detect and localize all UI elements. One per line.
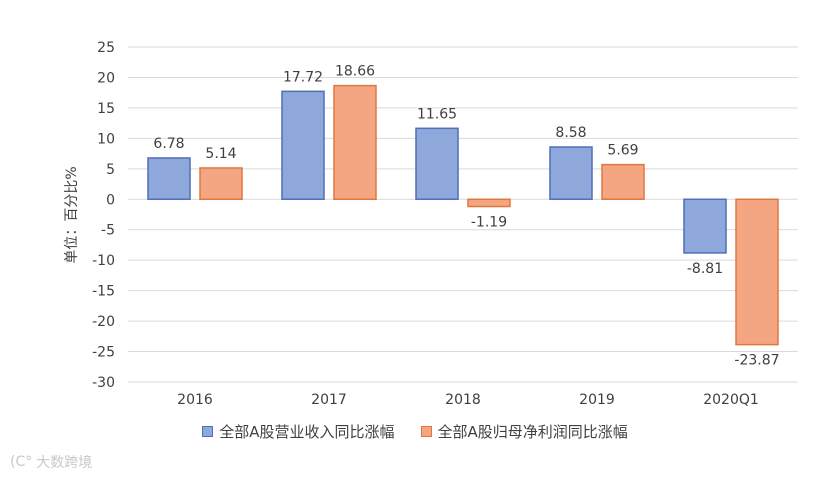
- data-label: 6.78: [153, 136, 184, 152]
- bar-series1-2020Q1[interactable]: [735, 198, 779, 346]
- bars: [147, 84, 779, 346]
- y-tick-label: 20: [97, 70, 115, 86]
- watermark: (C° 大数跨境: [10, 452, 92, 472]
- watermark-logo-icon: (C°: [10, 454, 33, 470]
- x-tick-label: 2019: [579, 392, 615, 408]
- data-label: 8.58: [555, 125, 586, 141]
- y-axis-ticks: 25 20 15 10 5 0 -5 -10 -15 -20 -25 -30: [92, 40, 115, 391]
- data-label: 11.65: [417, 106, 457, 122]
- legend-label-net-profit: 全部A股归母净利润同比涨幅: [437, 423, 628, 441]
- bar-series0-2019[interactable]: [549, 146, 593, 201]
- x-tick-label: 2016: [177, 392, 213, 408]
- x-tick-label: 2018: [445, 392, 481, 408]
- legend-label-revenue: 全部A股营业收入同比涨幅: [219, 423, 395, 441]
- data-label: -1.19: [471, 215, 507, 231]
- data-label: 5.69: [607, 143, 638, 159]
- y-tick-label: -25: [92, 345, 115, 361]
- bar-series1-2018[interactable]: [467, 198, 511, 208]
- y-tick-label: 25: [97, 40, 115, 56]
- bar-series0-2017[interactable]: [281, 90, 325, 201]
- y-axis-label: 单位：百分比%: [64, 166, 80, 263]
- legend-swatch-revenue: [202, 426, 214, 437]
- data-label: 18.66: [335, 64, 375, 80]
- watermark-text: 大数跨境: [36, 455, 93, 471]
- data-label: 5.14: [205, 146, 236, 162]
- y-tick-label: -20: [92, 314, 115, 330]
- y-tick-label: -30: [92, 375, 115, 391]
- data-label: -23.87: [734, 353, 779, 369]
- legend-swatch-net-profit: [420, 426, 432, 437]
- y-tick-label: -5: [101, 223, 115, 239]
- bar-series1-2017[interactable]: [333, 84, 377, 201]
- y-tick-label: 10: [97, 131, 115, 147]
- bar-series1-2019[interactable]: [601, 163, 645, 201]
- legend-item-net-profit[interactable]: 全部A股归母净利润同比涨幅: [420, 421, 628, 442]
- x-tick-label: 2017: [311, 392, 347, 408]
- bar-series0-2018[interactable]: [415, 127, 459, 201]
- bar-series0-2016[interactable]: [147, 157, 191, 201]
- bar-series0-2020Q1[interactable]: [683, 198, 727, 254]
- data-labels: 6.78 5.14 17.72 18.66 11.65 -1.19 8.58 5.69 -8.8…: [153, 64, 779, 369]
- bar-series1-2016[interactable]: [199, 167, 243, 201]
- legend-item-revenue[interactable]: 全部A股营业收入同比涨幅: [202, 421, 395, 442]
- y-tick-label: -10: [92, 253, 115, 269]
- data-label: 17.72: [283, 69, 323, 85]
- data-label: -8.81: [687, 261, 723, 277]
- legend: 全部A股营业收入同比涨幅 全部A股归母净利润同比涨幅: [0, 421, 830, 442]
- y-tick-label: -15: [92, 284, 115, 300]
- x-tick-label: 2020Q1: [703, 392, 759, 408]
- x-axis-ticks: 2016 2017 2018 2019 2020Q1: [177, 392, 759, 408]
- y-tick-label: 0: [106, 192, 115, 208]
- y-tick-label: 15: [97, 101, 115, 117]
- y-tick-label: 5: [106, 162, 115, 178]
